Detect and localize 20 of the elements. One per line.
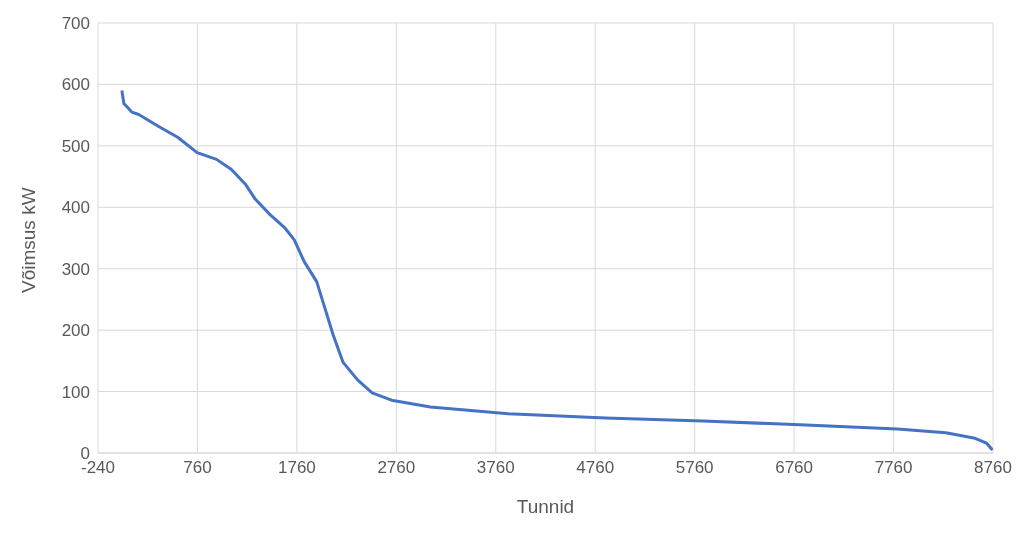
y-tick-label: 700	[61, 14, 90, 34]
x-axis-title: Tunnid	[516, 496, 575, 517]
y-tick-label: 100	[61, 382, 90, 402]
x-tick-label: 7760	[874, 458, 913, 478]
line-series	[120, 89, 993, 452]
y-tick-label: 200	[61, 321, 90, 341]
x-tick-label: 5760	[675, 458, 714, 478]
x-tick-label: 760	[183, 458, 212, 478]
y-tick-label: 500	[61, 136, 90, 156]
x-tick-label: 3760	[476, 458, 515, 478]
x-tick-label: 6760	[775, 458, 814, 478]
x-tick-label: 2760	[377, 458, 416, 478]
x-tick-label: 4760	[576, 458, 615, 478]
y-tick-label: 400	[61, 198, 90, 218]
x-tick-label: -240	[80, 458, 116, 478]
y-tick-label: 300	[61, 259, 90, 279]
y-axis-title: Võimsus kW	[17, 187, 39, 293]
x-tick-label: 1760	[277, 458, 316, 478]
x-tick-label: 8760	[974, 458, 1012, 478]
y-tick-label: 600	[61, 75, 90, 95]
